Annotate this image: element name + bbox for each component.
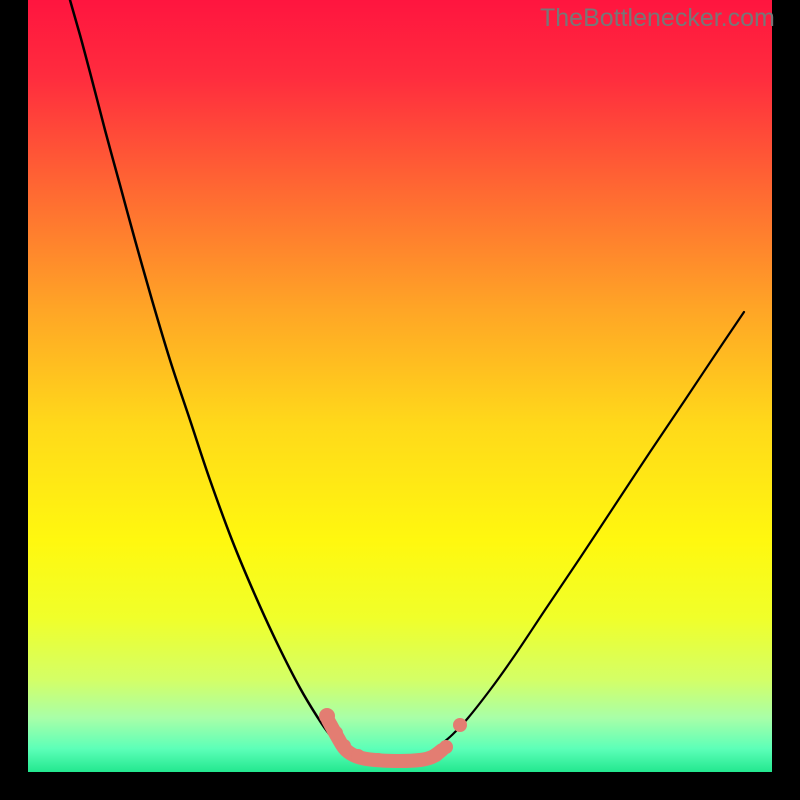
chart-curves xyxy=(28,0,772,772)
bottom-marker-dot xyxy=(337,739,351,753)
curve-left xyxy=(70,0,340,745)
bottom-marker-dot xyxy=(413,753,427,767)
curve-right xyxy=(440,312,744,745)
bottom-marker-dot xyxy=(329,726,343,740)
bottom-marker-dot xyxy=(351,749,365,763)
watermark-text: TheBottlenecker.com xyxy=(540,4,775,33)
bottom-marker-dot xyxy=(371,753,385,767)
bottom-marker-dot xyxy=(439,740,453,754)
bottom-marker-dot xyxy=(393,754,407,768)
bottom-marker-dot xyxy=(319,708,335,724)
plot-area xyxy=(28,0,772,772)
bottom-marker-dot xyxy=(453,718,467,732)
